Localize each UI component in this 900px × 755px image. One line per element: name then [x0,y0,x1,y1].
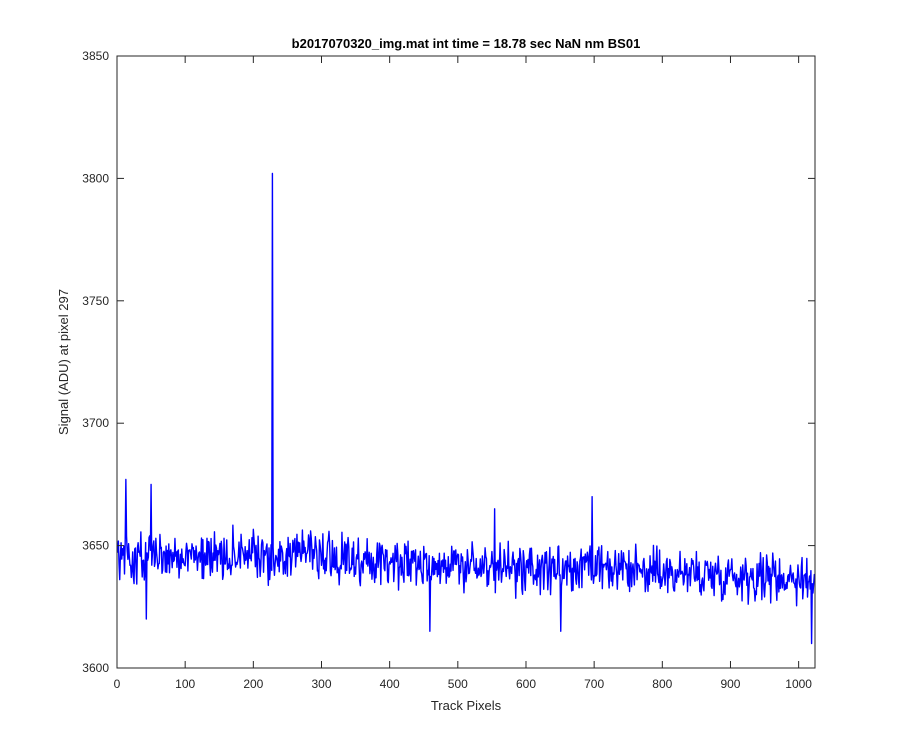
x-tick-label: 200 [243,677,263,691]
x-tick-label: 800 [652,677,672,691]
x-tick-label: 1000 [785,677,812,691]
y-tick-label: 3650 [82,539,109,553]
y-tick-label: 3850 [82,49,109,63]
x-axis-title: Track Pixels [431,698,502,713]
x-tick-label: 100 [175,677,195,691]
y-tick-label: 3600 [82,661,109,675]
x-tick-label: 400 [380,677,400,691]
x-tick-label: 300 [311,677,331,691]
x-tick-label: 600 [516,677,536,691]
plot-area-frame [116,55,816,669]
y-tick-label: 3800 [82,171,109,185]
ticks-layer: 0 100 200 300 400 500 600 700 800 900 1000 3600 3650… [82,49,815,691]
x-tick-label: 700 [584,677,604,691]
x-tick-label: 500 [448,677,468,691]
series-layer [116,172,816,645]
x-tick-label: 900 [720,677,740,691]
x-tick-label: 0 [114,677,121,691]
y-tick-label: 3700 [82,416,109,430]
y-tick-label: 3750 [82,294,109,308]
y-axis-title: Signal (ADU) at pixel 297 [56,289,71,435]
signal-series-line [116,172,816,645]
chart-title: b2017070320_img.mat int time = 18.78 sec… [292,36,641,51]
